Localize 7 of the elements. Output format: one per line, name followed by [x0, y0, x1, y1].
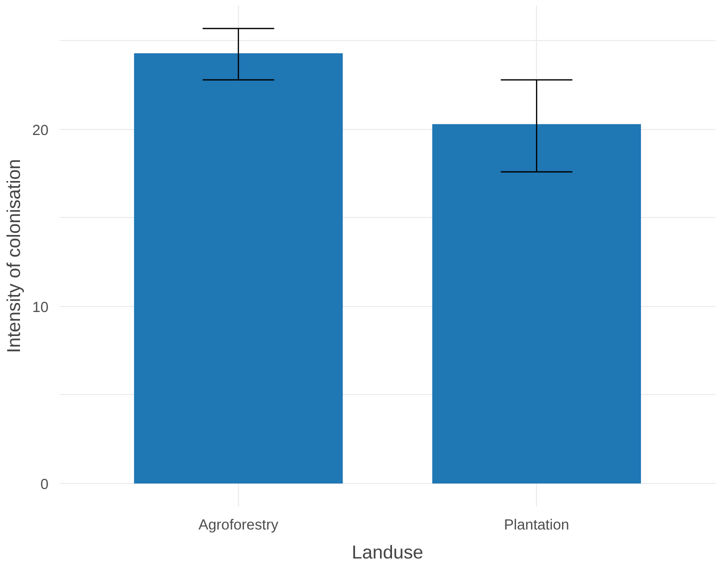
y-axis-title: Intensity of colonisation [3, 159, 24, 353]
y-tick-label: 0 [40, 476, 49, 493]
y-tick-label: 10 [32, 300, 49, 316]
y-tick-label: 20 [32, 122, 49, 139]
x-tick-label: Agroforestry [198, 518, 279, 534]
x-tick-label: Plantation [504, 518, 570, 534]
x-axis-title: Landuse [352, 542, 424, 562]
